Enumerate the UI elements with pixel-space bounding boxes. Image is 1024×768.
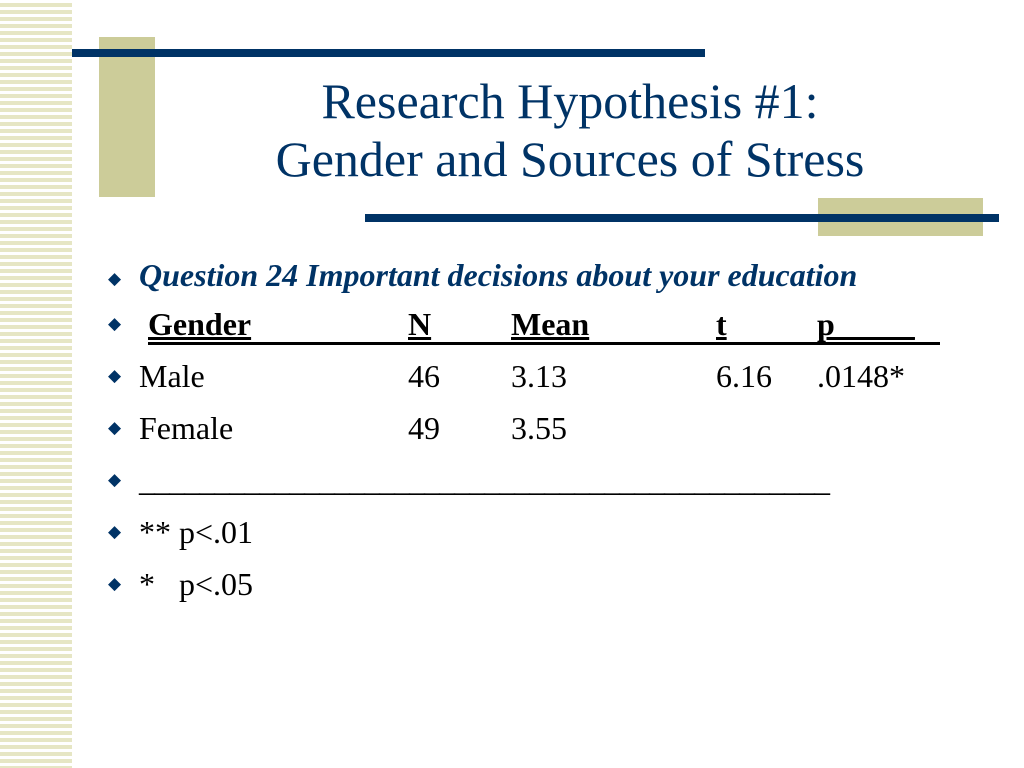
- table-row: ◆ Female 49 3.55: [104, 402, 984, 454]
- note-row: ◆ * p<.05: [104, 558, 984, 610]
- cell-mean: 3.55: [511, 410, 567, 446]
- diamond-bullet-icon: ◆: [108, 522, 122, 542]
- diamond-bullet-icon: ◆: [108, 418, 122, 438]
- title-line-2: Gender and Sources of Stress: [275, 131, 865, 187]
- diamond-bullet-icon: ◆: [108, 366, 122, 386]
- diamond-bullet-icon: ◆: [108, 269, 122, 289]
- decorative-stripes: [0, 0, 72, 768]
- diamond-bullet-icon: ◆: [108, 470, 122, 490]
- note-row: ◆ ** p<.01: [104, 506, 984, 558]
- diamond-bullet-icon: ◆: [108, 314, 122, 334]
- decorative-block-left: [99, 37, 155, 197]
- cell-p: .0148*: [817, 358, 905, 394]
- table-row: ◆ Male 46 3.13 6.16 .0148*: [104, 350, 984, 402]
- header-gender: Gender: [148, 306, 252, 342]
- decorative-line-top: [72, 49, 705, 57]
- title-line-1: Research Hypothesis #1:: [321, 73, 819, 129]
- header-mean: Mean: [511, 306, 590, 342]
- slide-title: Research Hypothesis #1: Gender and Sourc…: [160, 72, 980, 188]
- header-n: N: [408, 306, 432, 342]
- question-text: Question 24 Important decisions about yo…: [139, 257, 858, 293]
- note-text: ** p<.01: [139, 514, 254, 550]
- diamond-bullet-icon: ◆: [108, 574, 122, 594]
- table-header-row: ◆ Gender N Mean t p_____: [104, 298, 984, 350]
- bullet-question: ◆ Question 24 Important decisions about …: [104, 252, 984, 298]
- header-underline: [148, 342, 940, 345]
- header-t: t: [716, 306, 727, 342]
- cell-mean: 3.13: [511, 358, 567, 394]
- note-text: * p<.05: [139, 566, 254, 602]
- separator-line: ________________________________________…: [139, 462, 830, 498]
- cell-gender: Male: [139, 358, 205, 394]
- cell-n: 49: [408, 410, 440, 446]
- header-p: p_____: [817, 306, 915, 342]
- cell-t: 6.16: [716, 358, 772, 394]
- decorative-line-bottom: [365, 214, 999, 222]
- cell-n: 46: [408, 358, 440, 394]
- separator-row: ◆ ______________________________________…: [104, 454, 984, 506]
- cell-gender: Female: [139, 410, 234, 446]
- bullet-list: ◆ Question 24 Important decisions about …: [104, 252, 984, 610]
